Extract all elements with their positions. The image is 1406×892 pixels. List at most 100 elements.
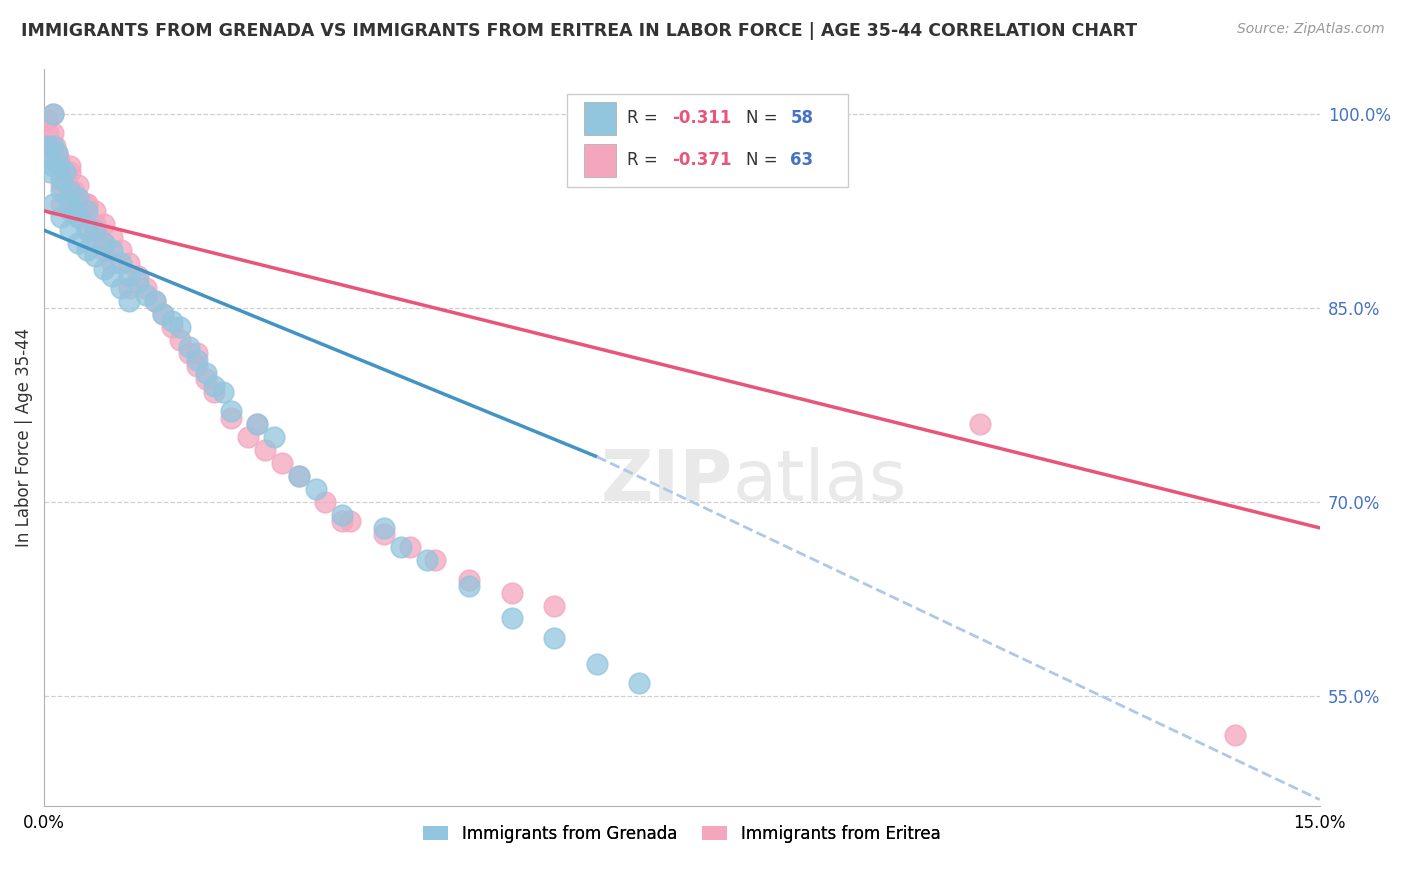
FancyBboxPatch shape [567,95,848,186]
Point [48,159,70,173]
Point [59,165,82,179]
Point [93,217,115,231]
Point [314,495,336,509]
Point [37,152,59,166]
Point [194,372,217,386]
Point [101,229,124,244]
Point [84,203,107,218]
Point [49,185,72,199]
Point [49,178,72,192]
Point [76,223,98,237]
Point [63,185,86,199]
Point [67,191,90,205]
Text: -0.371: -0.371 [672,152,731,169]
Point [39,165,62,179]
Point [84,223,107,237]
Point [263,430,285,444]
Point [246,417,269,432]
Text: R =: R = [627,109,664,127]
Text: 58: 58 [790,109,813,127]
Point [152,307,174,321]
Point [59,223,82,237]
Point [49,197,72,211]
Point [37,126,59,140]
Point [118,268,141,283]
Point [84,249,107,263]
Point [76,197,98,211]
Point [501,585,523,599]
Point [628,676,651,690]
Point [305,482,328,496]
Point [67,236,90,251]
Point [202,378,225,392]
Point [219,404,242,418]
Text: -0.311: -0.311 [672,109,731,127]
Point [143,294,166,309]
Point [238,430,260,444]
Point [160,314,183,328]
Point [458,579,481,593]
Point [586,657,609,671]
Point [44,139,66,153]
Point [93,262,115,277]
Point [969,417,991,432]
Legend: Immigrants from Grenada, Immigrants from Eritrea: Immigrants from Grenada, Immigrants from… [416,818,948,849]
FancyBboxPatch shape [583,145,616,178]
Point [339,515,361,529]
Point [373,521,395,535]
Point [152,307,174,321]
Point [59,197,82,211]
Point [59,185,82,199]
Point [110,243,132,257]
Point [389,541,412,555]
Point [186,346,208,360]
Text: ZIP: ZIP [600,447,733,516]
Text: 63: 63 [790,152,814,169]
Point [41,107,63,121]
Text: R =: R = [627,152,664,169]
Point [254,443,277,458]
Point [143,294,166,309]
Point [84,229,107,244]
Point [543,599,565,613]
Point [41,152,63,166]
Point [41,126,63,140]
Point [127,275,149,289]
FancyBboxPatch shape [583,102,616,135]
Point [76,197,98,211]
Text: atlas: atlas [733,447,907,516]
Point [398,541,420,555]
Point [110,255,132,269]
Point [118,281,141,295]
Point [458,573,481,587]
Point [543,631,565,645]
Point [177,340,200,354]
Point [39,139,62,153]
Point [271,456,294,470]
Point [35,139,58,153]
Point [49,159,72,173]
Point [59,185,82,199]
Point [63,203,86,218]
Point [49,171,72,186]
Point [41,159,63,173]
Point [186,359,208,373]
Point [101,255,124,269]
Text: N =: N = [745,152,783,169]
Point [118,294,141,309]
Text: N =: N = [745,109,783,127]
Point [41,139,63,153]
Point [67,211,90,225]
Point [118,255,141,269]
Point [93,236,115,251]
Point [67,178,90,192]
Point [211,384,233,399]
Point [202,384,225,399]
Point [330,515,353,529]
Point [41,197,63,211]
Point [76,243,98,257]
Point [67,211,90,225]
Point [416,553,439,567]
Point [93,236,115,251]
Point [177,346,200,360]
